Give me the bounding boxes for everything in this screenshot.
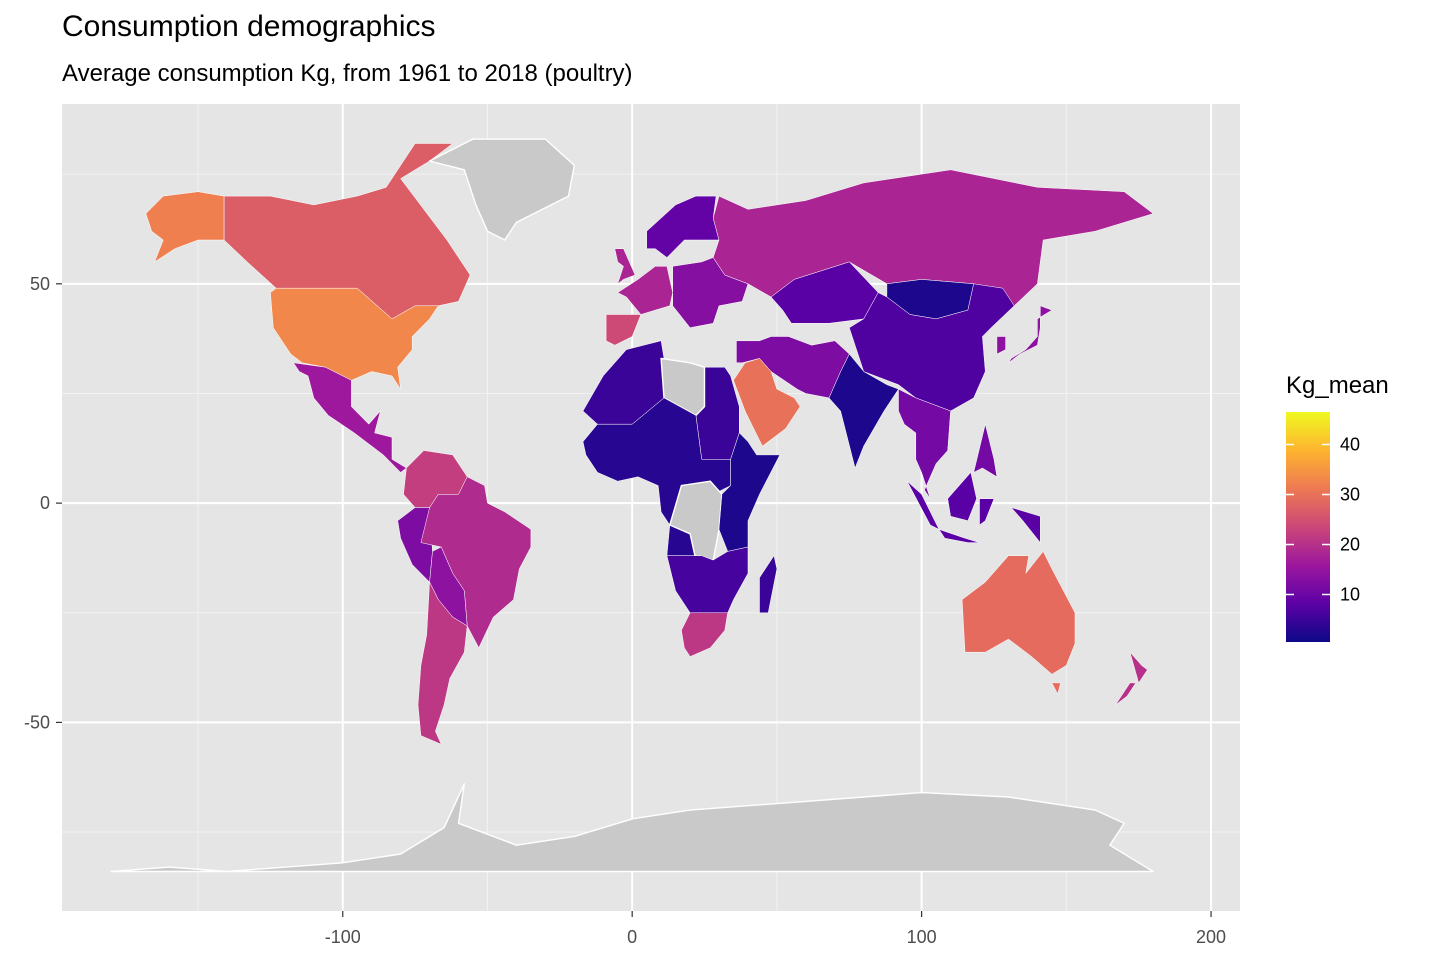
color-legend: 10 20 30 40 [1286,412,1360,642]
map-region-new-zealand [1115,651,1148,706]
map-regions [110,138,1154,873]
map-region-saudi-arabia [733,358,801,447]
legend-colorbar [1286,412,1330,642]
y-axis: 50 0 -50 [24,274,62,732]
map-region-brazil [420,476,532,649]
map-region-eastern-europe [672,257,749,328]
map-region-southern-africa [666,546,749,614]
x-tick-label: 100 [907,927,937,947]
map-region-east-africa [718,432,781,552]
x-tick-label: 200 [1196,927,1226,947]
x-tick-label: -100 [325,927,361,947]
map-region-greenland [428,138,575,241]
legend-tick-label: 40 [1340,435,1360,455]
map-region-western-europe [614,248,673,315]
map-region-japan-korea [996,305,1053,364]
map-region-indonesia [906,472,1041,543]
legend-tick-label: 10 [1340,585,1360,605]
map-region-antarctica [110,783,1154,873]
chart-title: Consumption demographics [62,10,436,43]
chart-subtitle: Average consumption Kg, from 1961 to 201… [62,60,633,87]
map-region-argentina-chile [417,581,468,745]
map-region-australia [961,551,1076,695]
y-tick-label: -50 [24,712,50,732]
legend-title: Kg_mean [1286,372,1389,399]
map-region-iberia [605,314,642,346]
map-region-alaska-usa [145,191,225,263]
y-tick-label: 50 [30,274,50,294]
map-region-madagascar [759,555,778,614]
legend-tick-label: 30 [1340,485,1360,505]
map-region-south-africa [681,612,728,657]
y-tick-label: 0 [40,493,50,513]
map-region-usa [270,287,439,390]
x-tick-label: 0 [627,927,637,947]
x-axis: -100 0 100 200 [325,911,1226,947]
legend-tick-label: 20 [1340,535,1360,555]
map-region-southeast-asia [898,388,998,499]
